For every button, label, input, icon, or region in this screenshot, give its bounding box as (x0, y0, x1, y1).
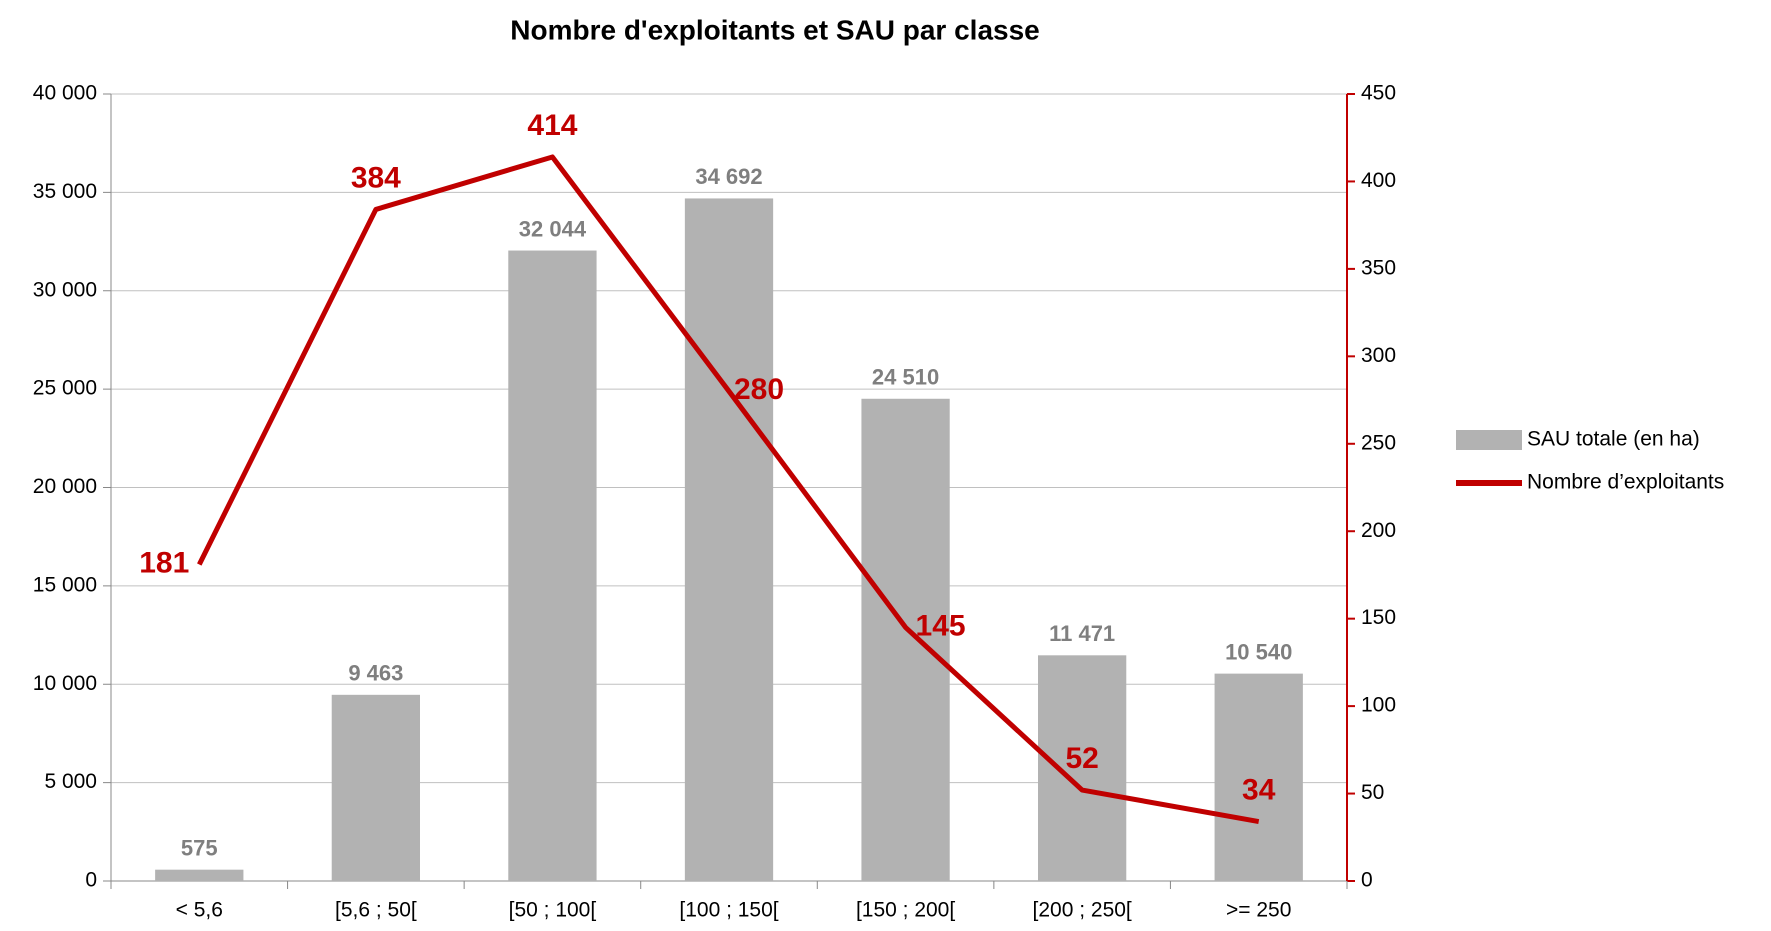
line-label: 384 (351, 161, 401, 194)
bar (861, 398, 950, 881)
line-label: 145 (916, 609, 966, 642)
bar (1214, 673, 1303, 881)
y-tick-label: 15 000 (33, 573, 97, 596)
bar-label: 32 044 (519, 216, 587, 241)
line-label: 414 (527, 109, 577, 142)
y-tick-label: 35 000 (33, 180, 97, 203)
chart-title: Nombre d'exploitants et SAU par classe (510, 14, 1039, 45)
legend-swatch (1456, 430, 1522, 450)
y-tick-label: 5 000 (44, 770, 97, 793)
x-tick-label: [150 ; 200[ (856, 899, 955, 922)
y-tick-label: 0 (85, 869, 97, 892)
y2-tick-label: 450 (1361, 82, 1396, 105)
y2-tick-label: 100 (1361, 694, 1396, 717)
line (197, 154, 1260, 824)
y-tick-label: 10 000 (33, 672, 97, 695)
bar (155, 869, 244, 881)
bar (684, 198, 774, 881)
y2-tick-label: 400 (1361, 169, 1396, 192)
y2-tick-label: 300 (1361, 344, 1396, 367)
x-tick-label: [50 ; 100[ (509, 899, 597, 922)
bar-label: 9 463 (348, 661, 403, 686)
legend-label: SAU totale (en ha) (1527, 428, 1700, 451)
bar-label: 34 692 (695, 164, 762, 189)
line-label: 34 (1242, 773, 1276, 806)
bar (331, 694, 420, 881)
x-tick-label: [100 ; 150[ (679, 899, 778, 922)
bar-label: 24 510 (872, 365, 939, 390)
y2-tick-label: 350 (1361, 256, 1396, 279)
line-label: 52 (1065, 742, 1098, 775)
y2-tick-label: 0 (1361, 869, 1373, 892)
y2-tick-label: 200 (1361, 519, 1396, 542)
bar-label: 575 (181, 835, 218, 860)
y-tick-label: 25 000 (33, 377, 97, 400)
bar-label: 10 540 (1225, 639, 1292, 664)
y-tick-label: 30 000 (33, 278, 97, 301)
bar (1038, 655, 1127, 881)
bar (508, 250, 597, 881)
y2-tick-label: 250 (1361, 431, 1396, 454)
y2-tick-label: 50 (1361, 781, 1384, 804)
x-tick-label: >= 250 (1226, 899, 1291, 922)
x-tick-label: [5,6 ; 50[ (335, 899, 417, 922)
y-tick-label: 20 000 (33, 475, 97, 498)
line-label: 181 (139, 546, 189, 579)
y-tick-label: 40 000 (33, 82, 97, 105)
x-tick-label: < 5,6 (176, 899, 223, 922)
y2-tick-label: 150 (1361, 606, 1396, 629)
line-label: 280 (734, 373, 784, 406)
bar-label: 11 471 (1049, 621, 1115, 646)
x-tick-label: [200 ; 250[ (1033, 899, 1132, 922)
legend-label: Nombre d’exploitants (1527, 471, 1724, 494)
